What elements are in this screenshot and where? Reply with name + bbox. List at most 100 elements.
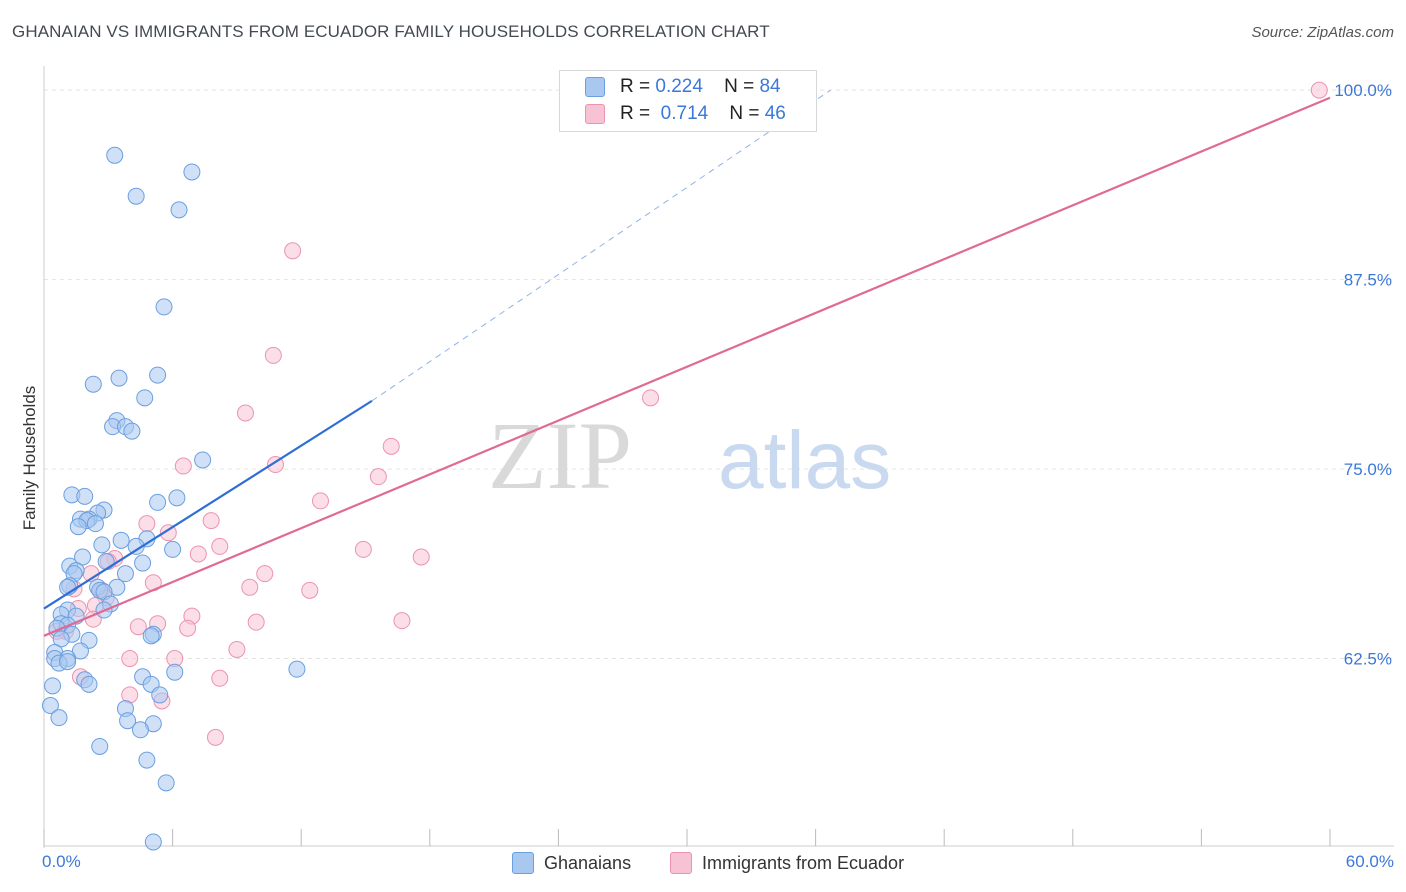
ghanaians-point-2 bbox=[127, 187, 145, 205]
ecuador-point-10 bbox=[202, 512, 220, 530]
ghanaians-point-26 bbox=[112, 531, 130, 549]
stats-box: R = 0.224 N = 84 R = 0.714 N = 46 bbox=[559, 70, 817, 132]
ghanaians-point-32 bbox=[134, 554, 152, 572]
ecuador-point-6 bbox=[174, 457, 192, 475]
y-axis-label: Family Households bbox=[20, 385, 39, 531]
ghanaians-point-56 bbox=[71, 642, 89, 660]
series-immigrants-from-ecuador bbox=[48, 81, 1328, 746]
chart-title: GHANAIAN VS IMMIGRANTS FROM ECUADOR FAMI… bbox=[12, 22, 770, 41]
ghanaians-point-35 bbox=[116, 565, 134, 583]
ecuador-point-8 bbox=[369, 468, 387, 486]
ecuador-point-3 bbox=[642, 389, 660, 407]
y-tick-labels: 62.5% 75.0% 87.5% 100.0% bbox=[1334, 81, 1392, 668]
ghanaians-point-72 bbox=[50, 709, 68, 727]
ghanaians-point-5 bbox=[84, 375, 102, 393]
r-label: R = bbox=[620, 76, 651, 97]
ghanaians-point-31 bbox=[97, 553, 115, 571]
ecuador-point-32 bbox=[247, 613, 265, 631]
ghanaians-point-78 bbox=[157, 774, 175, 792]
ghanaians-point-69 bbox=[151, 686, 169, 704]
ecuador-point-9 bbox=[311, 492, 329, 510]
ghanaians-point-73 bbox=[119, 712, 137, 730]
ghanaians-point-53 bbox=[142, 627, 160, 645]
stats-swatch-ghanaians bbox=[585, 77, 605, 97]
x-tick-label-max: 60.0% bbox=[1345, 852, 1394, 871]
ghanaians-point-24 bbox=[69, 518, 87, 536]
ecuador-point-5 bbox=[382, 437, 400, 455]
legend-swatch-ghanaians bbox=[512, 852, 534, 874]
ecuador-point-38 bbox=[228, 640, 246, 658]
legend: Ghanaians Immigrants from Ecuador bbox=[0, 852, 1406, 876]
ghanaians-point-23 bbox=[86, 515, 104, 533]
ghanaians-point-75 bbox=[131, 721, 149, 739]
n-value: 46 bbox=[764, 103, 786, 124]
ghanaians-point-27 bbox=[93, 536, 111, 554]
ecuador-point-20 bbox=[256, 565, 274, 583]
ghanaians-point-61 bbox=[59, 653, 77, 671]
ecuador-point-14 bbox=[354, 540, 372, 558]
legend-swatch-ecuador bbox=[670, 852, 692, 874]
ghanaians-point-79 bbox=[144, 833, 162, 851]
ghanaians-point-54 bbox=[52, 630, 70, 648]
trend-line-ecuador bbox=[43, 96, 1331, 637]
n-value: 84 bbox=[759, 76, 781, 97]
ecuador-point-2 bbox=[264, 346, 282, 364]
r-value: 0.224 bbox=[655, 76, 703, 97]
ecuador-point-0 bbox=[1310, 81, 1328, 99]
r-label: R = bbox=[620, 103, 651, 124]
stats-text-ecuador: R = 0.714 N = 46 bbox=[620, 103, 786, 125]
r-value: 0.714 bbox=[660, 103, 709, 124]
ghanaians-point-29 bbox=[164, 540, 182, 558]
ghanaians-point-76 bbox=[91, 737, 109, 755]
ecuador-point-31 bbox=[393, 612, 411, 630]
n-label: N = bbox=[729, 103, 760, 124]
ecuador-point-4 bbox=[236, 404, 254, 422]
stats-swatch-ecuador bbox=[585, 104, 605, 124]
legend-item-ghanaians[interactable]: Ghanaians bbox=[512, 852, 631, 874]
ghanaians-point-17 bbox=[149, 493, 167, 511]
trend-extension-ghanaians bbox=[371, 89, 831, 402]
ghanaians-point-63 bbox=[166, 663, 184, 681]
trend-lines bbox=[43, 89, 1331, 637]
stats-text-ghanaians: R = 0.224 N = 84 bbox=[620, 76, 781, 98]
series-ghanaians bbox=[41, 146, 306, 851]
ecuador-point-45 bbox=[206, 728, 224, 746]
ghanaians-point-68 bbox=[44, 677, 62, 695]
watermark-atlas: atlas bbox=[718, 415, 891, 506]
ghanaians-point-7 bbox=[149, 366, 167, 384]
legend-label-ecuador: Immigrants from Ecuador bbox=[702, 852, 905, 873]
ghanaians-point-77 bbox=[138, 751, 156, 769]
ghanaians-point-70 bbox=[41, 697, 59, 715]
ghanaians-point-8 bbox=[136, 389, 154, 407]
legend-label-ghanaians: Ghanaians bbox=[544, 852, 632, 873]
watermark: ZIP atlas bbox=[488, 402, 891, 509]
ghanaians-point-1 bbox=[183, 163, 201, 181]
ecuador-point-35 bbox=[179, 619, 197, 637]
grid-layer bbox=[44, 89, 1394, 660]
ecuador-point-24 bbox=[301, 581, 319, 599]
ecuador-point-13 bbox=[211, 537, 229, 555]
y-tick-label-1: 75.0% bbox=[1344, 460, 1392, 479]
ghanaians-point-13 bbox=[194, 451, 212, 469]
ecuador-point-12 bbox=[159, 524, 177, 542]
ecuador-point-11 bbox=[138, 515, 156, 533]
ecuador-point-34 bbox=[129, 618, 147, 636]
n-label: N = bbox=[724, 76, 755, 97]
ghanaians-point-15 bbox=[76, 487, 94, 505]
source-label: Source: ZipAtlas.com bbox=[1251, 24, 1394, 41]
ghanaians-point-66 bbox=[80, 675, 98, 693]
y-tick-label-2: 87.5% bbox=[1344, 271, 1392, 290]
ecuador-point-15 bbox=[189, 545, 207, 563]
ghanaians-point-62 bbox=[288, 660, 306, 678]
ghanaians-point-6 bbox=[110, 369, 128, 387]
ghanaians-point-16 bbox=[168, 489, 186, 507]
legend-item-ecuador[interactable]: Immigrants from Ecuador bbox=[670, 852, 904, 874]
ghanaians-point-12 bbox=[123, 422, 141, 440]
ghanaians-point-4 bbox=[155, 298, 173, 316]
ecuador-point-39 bbox=[121, 650, 139, 668]
ecuador-point-23 bbox=[241, 578, 259, 596]
y-tick-label-0: 62.5% bbox=[1344, 650, 1392, 669]
ecuador-point-1 bbox=[284, 242, 302, 260]
ecuador-point-41 bbox=[211, 669, 229, 687]
